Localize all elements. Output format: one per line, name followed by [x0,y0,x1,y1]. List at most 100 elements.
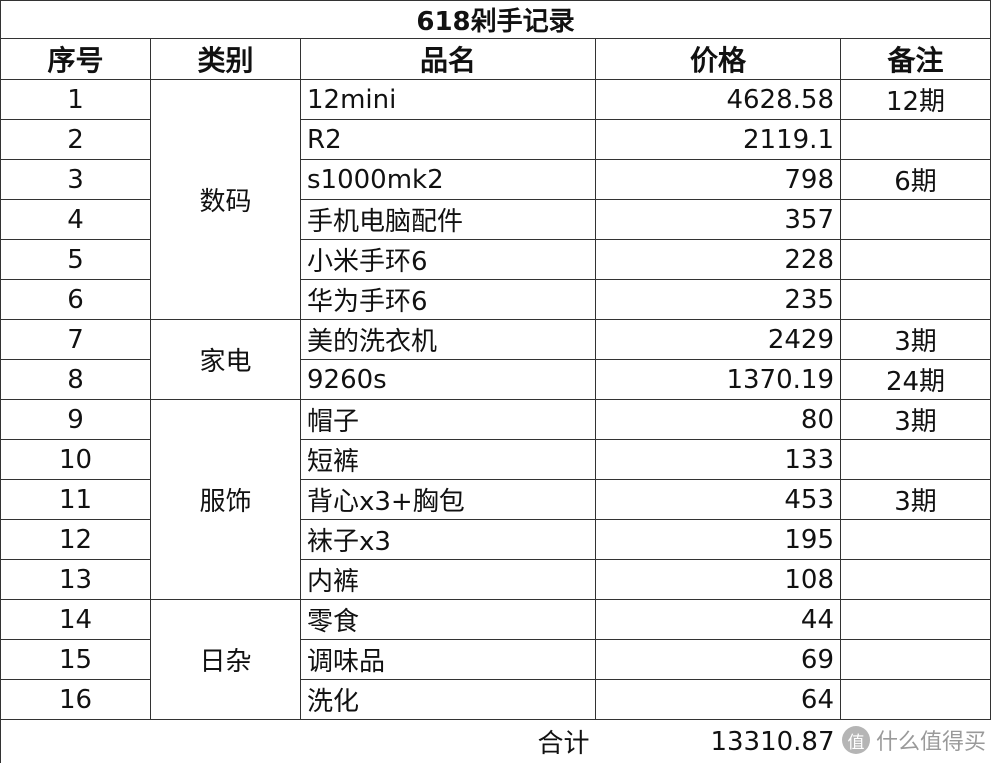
data-row: 9 服饰 帽子 80 3期 [0,399,992,600]
name-cell: 内裤 [300,559,596,600]
name-cell: 9260s [300,359,596,400]
index-cell: 10 [0,439,151,480]
name-cell: 短裤 [300,439,596,480]
empty-cell [839,679,992,720]
price-cell: 453 [595,479,841,520]
name-cell: 洗化 [300,679,596,720]
table-title: 618剁手记录 [0,0,992,39]
price-cell: 69 [595,639,841,680]
data-row: 5 小米手环6 228 [0,239,992,280]
name-cell: 帽子 [300,399,596,440]
index-cell: 12 [0,519,151,560]
header-cell: 价格 [595,38,841,80]
index-cell: 6 [0,279,151,320]
category-cell: 服饰 [150,399,301,600]
note-cell: 3期 [839,319,992,360]
data-row: 2 R2 2119.1 [0,119,992,160]
data-row: 8 9260s 1370.19 24期 [0,359,992,400]
empty-cell [839,439,992,480]
data-row: 14 日杂 零食 44 [0,599,992,720]
data-row: 16 洗化 64 [0,679,992,720]
watermark: 值 什么值得买 [841,724,986,756]
note-cell: 3期 [839,399,992,440]
index-cell: 14 [0,599,151,640]
header-cell: 序号 [0,38,151,80]
name-cell: 背心x3+胸包 [300,479,596,520]
note-cell: 12期 [839,79,992,120]
index-cell: 4 [0,199,151,240]
empty-cell [839,239,992,280]
header-cell: 类别 [150,38,301,80]
name-cell: R2 [300,119,596,160]
price-cell: 228 [595,239,841,280]
total-label: 合计 [0,719,596,763]
data-row: 11 背心x3+胸包 453 3期 [0,479,992,520]
index-cell: 13 [0,559,151,600]
empty-cell [839,639,992,680]
note-cell: 6期 [839,159,992,200]
index-cell: 9 [0,399,151,440]
index-cell: 3 [0,159,151,200]
data-row: 6 华为手环6 235 [0,279,992,320]
empty-cell [839,119,992,160]
watermark-text: 什么值得买 [875,730,986,755]
data-row: 10 短裤 133 [0,439,992,480]
name-cell: 美的洗衣机 [300,319,596,360]
total-value: 13310.87 [595,719,841,763]
watermark-icon: 值 [841,726,870,754]
index-cell: 7 [0,319,151,360]
price-cell: 798 [595,159,841,200]
name-cell: 手机电脑配件 [300,199,596,240]
category-cell: 数码 [150,79,301,320]
name-cell: 袜子x3 [300,519,596,560]
price-cell: 2429 [595,319,841,360]
index-cell: 5 [0,239,151,280]
empty-cell [839,199,992,240]
data-row: 7 家电 美的洗衣机 2429 3期 [0,319,992,400]
note-cell: 24期 [839,359,992,400]
data-row: 3 s1000mk2 798 6期 [0,159,992,200]
price-cell: 195 [595,519,841,560]
price-cell: 235 [595,279,841,320]
empty-cell [839,559,992,600]
header-cell: 品名 [300,38,596,80]
note-cell: 3期 [839,479,992,520]
price-cell: 64 [595,679,841,720]
price-cell: 2119.1 [595,119,841,160]
index-cell: 2 [0,119,151,160]
price-cell: 108 [595,559,841,600]
header-cell: 备注 [839,38,992,80]
name-cell: 华为手环6 [300,279,596,320]
header-row: 序号 类别 品名 价格 备注 [0,38,992,80]
index-cell: 11 [0,479,151,520]
data-row: 4 手机电脑配件 357 [0,199,992,240]
price-cell: 80 [595,399,841,440]
category-cell: 家电 [150,319,301,400]
empty-cell [839,519,992,560]
price-cell: 133 [595,439,841,480]
data-row: 12 袜子x3 195 [0,519,992,560]
price-cell: 44 [595,599,841,640]
price-cell: 4628.58 [595,79,841,120]
name-cell: 调味品 [300,639,596,680]
data-row: 15 调味品 69 [0,639,992,680]
index-cell: 8 [0,359,151,400]
empty-cell [839,279,992,320]
empty-cell [839,599,992,640]
name-cell: 小米手环6 [300,239,596,280]
index-cell: 16 [0,679,151,720]
price-cell: 357 [595,199,841,240]
data-row: 1 数码 12mini 4628.58 12期 [0,79,992,320]
name-cell: 12mini [300,79,596,120]
price-cell: 1370.19 [595,359,841,400]
index-cell: 15 [0,639,151,680]
category-cell: 日杂 [150,599,301,720]
index-cell: 1 [0,79,151,120]
name-cell: 零食 [300,599,596,640]
title-row: 618剁手记录 [0,0,992,39]
data-row: 13 内裤 108 [0,559,992,600]
name-cell: s1000mk2 [300,159,596,200]
